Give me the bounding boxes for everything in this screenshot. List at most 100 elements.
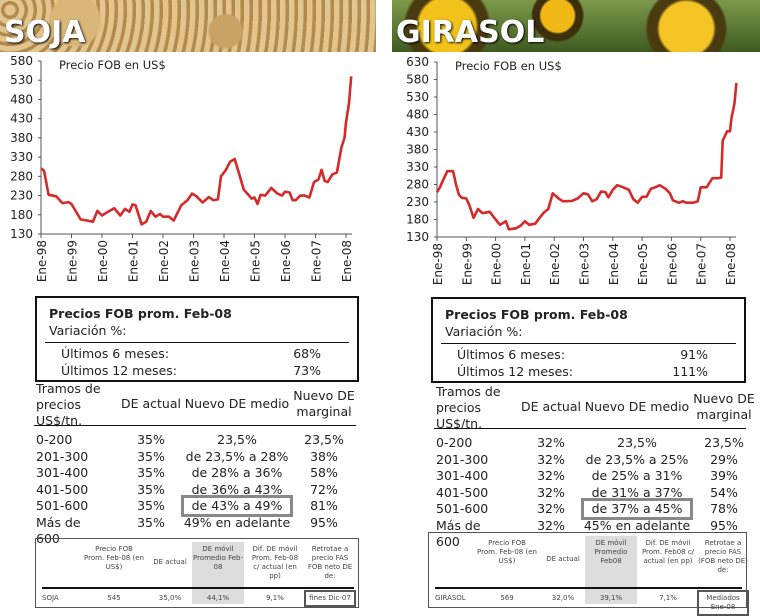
y-tick-label: 180 — [10, 208, 33, 222]
y-tick-label: 330 — [406, 160, 429, 174]
girasol-fas-table: Precio FOB Prom. Feb-08 (en US$) DE actua… — [428, 532, 749, 616]
table-cell: 95% — [710, 517, 738, 533]
girasol-banner-image: GIRASOL — [392, 0, 760, 52]
soja-fas-table: Precio FOB Prom. Feb-08 (en US$) DE actua… — [35, 538, 359, 608]
table-cell: 23,5% — [304, 432, 344, 447]
table-header: Tramos de precios US$/tn. DE actual Nuevo … — [434, 384, 755, 431]
highlight-column — [192, 542, 244, 604]
x-tick-label: Ene-06 — [665, 243, 679, 285]
table-cell: 45% en adelante — [583, 517, 691, 533]
fas-cell: 35,0% — [158, 594, 182, 602]
divider — [45, 342, 349, 343]
table-cell: 23,5% — [217, 432, 257, 447]
table-cell: 32% — [537, 484, 565, 500]
table-row: Más de 600 32% 45% en adelante 95% — [434, 517, 746, 549]
table-row: 501-600 35% de 43% a 49% 81% — [34, 495, 356, 517]
x-tick-label: Ene-08 — [340, 240, 354, 282]
x-tick-label: Ene-08 — [724, 243, 738, 285]
column-header: Tramos de precios US$/tn. — [36, 381, 101, 428]
soja-summary-box: Precios FOB prom. Feb-08 Variación %: Últi… — [35, 296, 359, 382]
x-tick-label: Ene-02 — [157, 240, 171, 282]
divider — [42, 587, 354, 589]
table-cell: 39% — [710, 468, 738, 483]
table-row: 201-300 32% de 23,5% a 25% 29% — [434, 452, 746, 468]
chart-title: Precio FOB en US$ — [455, 59, 562, 73]
highlight-column — [585, 536, 637, 604]
fas-cell: 44,1% — [206, 594, 230, 602]
x-tick-label: Ene-07 — [310, 240, 324, 282]
summary-row: Últimos 12 meses: 73% — [61, 363, 321, 378]
divider — [435, 587, 742, 589]
fas-column-header: DE móvil Promedio Feb08 — [594, 539, 628, 565]
summary-row: Últimos 12 meses: 111% — [457, 364, 708, 379]
table-cell: 49% en adelante — [183, 514, 291, 530]
table-row: 0-200 32% 23,5% 23,5% — [434, 435, 746, 451]
y-tick-label: 530 — [10, 73, 33, 87]
table-cell: 32% — [537, 468, 565, 483]
table-row: 401-500 32% de 31% a 37% 54% — [434, 485, 746, 501]
price-series-line — [40, 76, 353, 226]
girasol-tariff-table: Tramos de precios US$/tn. DE actual Nuevo … — [434, 384, 755, 549]
y-tick-label: 580 — [10, 54, 33, 68]
fas-date-box: fines Dic-07 — [304, 590, 356, 607]
table-cell: 95% — [310, 514, 338, 530]
table-cell: Más de 600 — [36, 514, 81, 546]
table-cell: 35% — [137, 448, 165, 464]
fas-column-header: Precio FOB Prom. Feb-08 (en US$) — [477, 539, 537, 565]
soja-tariff-table: Tramos de precios US$/tn. DE actual Nuevo … — [34, 381, 356, 546]
summary-value: 68% — [293, 346, 321, 361]
girasol-summary-box: Precios FOB prom. Feb-08 Variación %: Últi… — [431, 297, 746, 383]
fas-column-header: Precio FOB Prom. Feb-08 (en US$) — [84, 545, 144, 571]
column-header: Nuevo DE marginal — [693, 391, 755, 422]
x-tick-label: Ene-98 — [431, 243, 445, 285]
table-cell: 81% — [310, 498, 338, 513]
soja-price-chart: 130 180 230 280 330 380 430 480 530 580 Ene-98 Ene-… — [10, 54, 354, 282]
y-tick-label: 380 — [406, 143, 429, 157]
fas-date-box: Mediados Ene-08 — [697, 590, 749, 616]
table-cell: 301-400 — [436, 468, 489, 483]
x-tick-label: Ene-03 — [188, 240, 202, 282]
table-row: 401-500 35% de 36% a 43% 72% — [34, 482, 356, 498]
x-tick-label: Ene-01 — [127, 240, 141, 282]
table-cell: 201-300 — [36, 448, 89, 464]
table-cell: de 43% a 49% — [181, 495, 293, 517]
table-cell: 35% — [137, 498, 165, 513]
y-tick-label: 130 — [406, 230, 429, 244]
x-tick-label: Ene-05 — [249, 240, 263, 282]
table-cell: 501-600 — [436, 501, 489, 516]
fas-column-header: DE actual — [153, 558, 187, 566]
table-cell: 23,5% — [704, 435, 744, 450]
table-row: Más de 600 35% 49% en adelante 95% — [34, 514, 356, 546]
table-cell: de 23,5% a 28% — [185, 448, 289, 464]
table-cell: 32% — [537, 451, 565, 467]
fas-cell: 9,1% — [266, 594, 284, 602]
table-cell: de 31% a 37% — [591, 484, 683, 500]
girasol-title: GIRASOL — [396, 15, 545, 50]
x-tick-label: Ene-01 — [519, 243, 533, 285]
soja-title: SOJA — [4, 15, 86, 50]
table-cell: 58% — [310, 465, 338, 480]
summary-title: Precios FOB prom. Feb-08 — [49, 306, 232, 321]
summary-subtitle: Variación %: — [445, 324, 523, 339]
y-tick-label: 430 — [10, 112, 33, 126]
table-cell: 401-500 — [36, 481, 89, 497]
table-cell: Más de 600 — [436, 517, 481, 549]
fas-cell: 32,0% — [551, 594, 575, 602]
price-series-line — [435, 82, 738, 231]
table-cell: 501-600 — [36, 498, 89, 513]
table-cell: de 37% a 45% — [581, 498, 693, 520]
fas-cell: 7,1% — [659, 594, 677, 602]
summary-subtitle: Variación %: — [49, 323, 127, 338]
table-row: 301-400 32% de 25% a 31% 39% — [434, 468, 746, 484]
column-header: DE actual — [121, 396, 181, 411]
fas-column-header: Retrotae a precio FAS (FOB neto DE) de: — [698, 539, 748, 574]
x-tick-label: Ene-07 — [695, 243, 709, 285]
table-cell: 0-200 — [436, 435, 473, 450]
summary-value: 111% — [672, 364, 708, 379]
y-tick-label: 580 — [406, 73, 429, 87]
table-row: 201-300 35% de 23,5% a 28% 38% — [34, 449, 356, 465]
x-tick-label: Ene-99 — [460, 243, 474, 285]
x-tick-label: Ene-00 — [490, 243, 504, 285]
fas-cell: 569 — [500, 594, 514, 602]
soja-banner-image: SOJA — [0, 0, 376, 52]
